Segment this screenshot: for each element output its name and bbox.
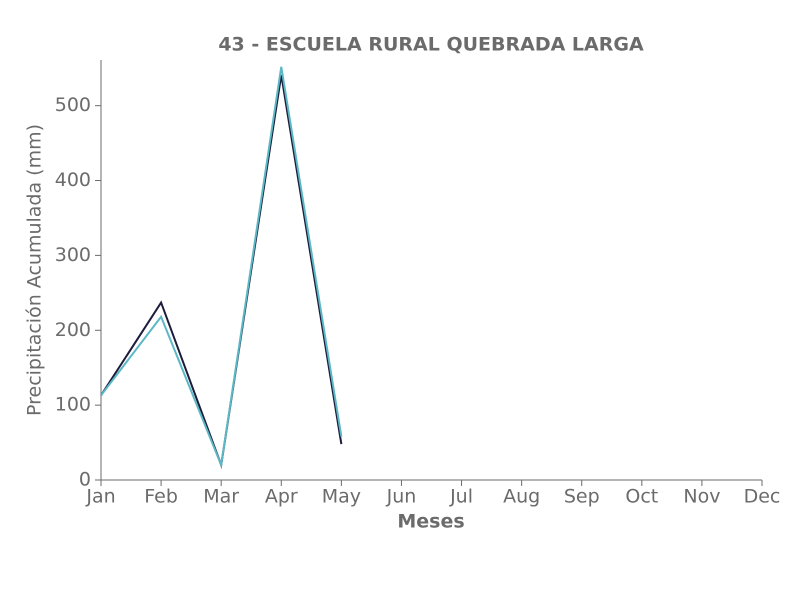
y-tick-label: 100 <box>55 394 91 416</box>
x-tick-label: Aug <box>503 486 540 508</box>
x-tick-label: Feb <box>144 486 178 508</box>
x-tick-label: Oct <box>625 486 658 508</box>
y-tick-label: 300 <box>55 244 91 266</box>
x-tick-label: Jun <box>386 486 417 508</box>
data-line <box>100 74 343 469</box>
x-axis-label: Meses <box>397 511 464 533</box>
x-tick-label: Apr <box>265 486 298 508</box>
x-tick-label: Nov <box>683 486 720 508</box>
x-tick-label: Dec <box>744 486 781 508</box>
x-tick-label: May <box>322 486 361 508</box>
y-tick-label: 200 <box>55 319 91 341</box>
y-tick-label: 500 <box>55 94 91 116</box>
x-tick-label: Sep <box>564 486 600 508</box>
x-tick-label: Mar <box>203 486 239 508</box>
y-tick-label: 0 <box>79 469 91 491</box>
data-line <box>100 66 343 469</box>
x-tick-label: Jul <box>449 486 473 508</box>
y-tick-label: 400 <box>55 169 91 191</box>
chart-title: 43 - ESCUELA RURAL QUEBRADA LARGA <box>218 34 644 56</box>
x-tick-label: Jan <box>85 486 115 508</box>
y-axis-label: Precipitación Acumulada (mm) <box>24 124 46 416</box>
